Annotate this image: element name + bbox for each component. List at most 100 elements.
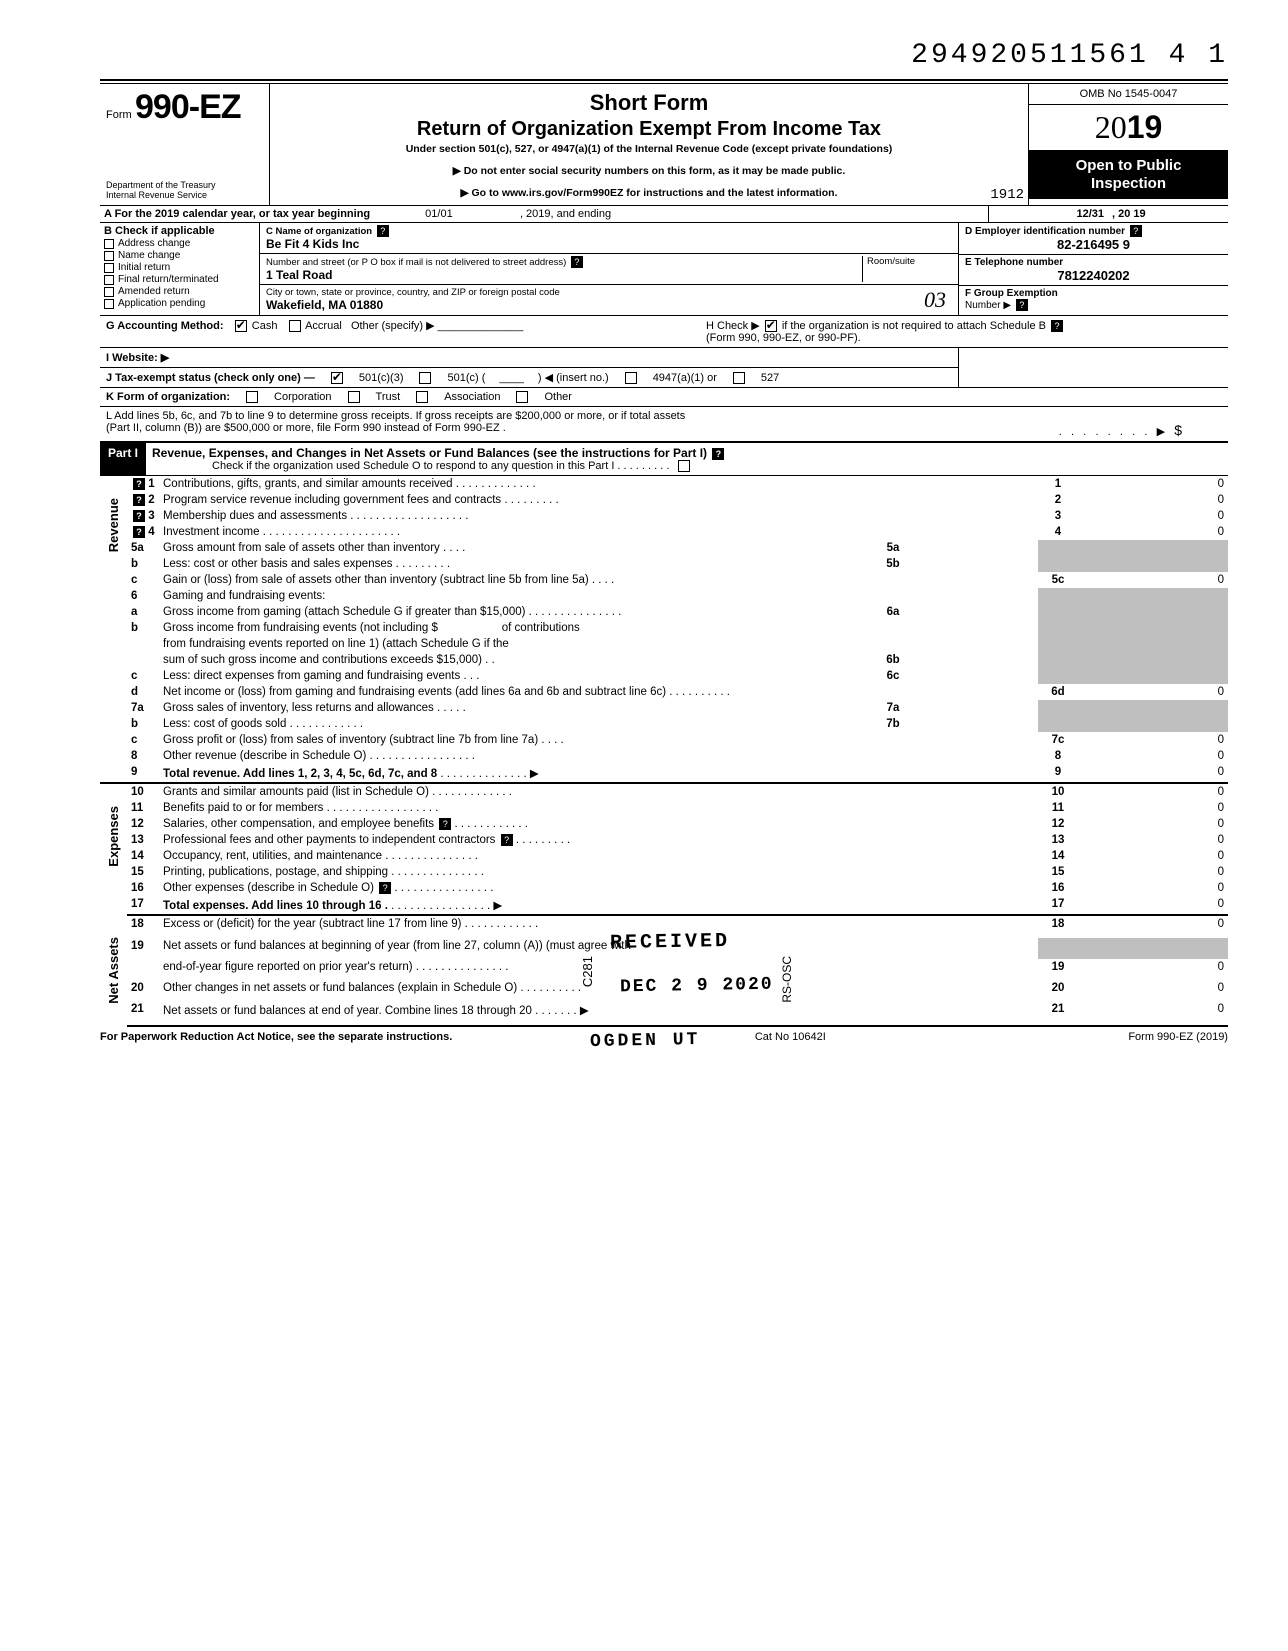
ln-7c-amtno: 7c: [1038, 732, 1078, 748]
sequence-number: 1912: [990, 187, 1024, 203]
ln-7b-no: b: [127, 716, 159, 732]
help-icon[interactable]: ?: [133, 494, 145, 506]
ln-2-val: 0: [1078, 492, 1228, 508]
help-icon[interactable]: ?: [1016, 299, 1028, 311]
lbl-corp: Corporation: [274, 391, 331, 403]
help-icon[interactable]: ?: [133, 510, 145, 522]
chk-h[interactable]: [765, 320, 777, 332]
chk-cash[interactable]: [235, 320, 247, 332]
ln-6c-desc: Less: direct expenses from gaming and fu…: [163, 670, 460, 682]
ln-6c-minino: 6c: [868, 668, 918, 684]
chk-501c[interactable]: [419, 372, 431, 384]
ln-17-no: 17: [127, 896, 159, 915]
chk-name[interactable]: [104, 251, 114, 261]
chk-final[interactable]: [104, 275, 114, 285]
k-label: K Form of organization:: [106, 391, 230, 403]
ln-13-amtno: 13: [1038, 832, 1078, 848]
chk-4947[interactable]: [625, 372, 637, 384]
ln-9-val: 0: [1078, 764, 1228, 783]
ln-10-val: 0: [1078, 783, 1228, 800]
form-header: Form 990-EZ Department of the Treasury I…: [100, 83, 1228, 206]
help-icon[interactable]: ?: [133, 526, 145, 538]
lbl-cash: Cash: [252, 320, 278, 332]
chk-initial[interactable]: [104, 263, 114, 273]
chk-501c3[interactable]: [331, 372, 343, 384]
ssn-warning: ▶ Do not enter social security numbers o…: [280, 165, 1018, 177]
l-arrow: ▶: [1157, 426, 1165, 438]
ln-20-no: 20: [127, 980, 159, 1001]
ln-21-no: 21: [127, 1001, 159, 1026]
year-yy: 19: [1127, 109, 1163, 145]
ln-11-no: 11: [127, 800, 159, 816]
l-dollar: [1174, 426, 1222, 438]
ln-21-arrow: ▶: [580, 1005, 589, 1017]
part-i-tag: Part I: [100, 443, 146, 475]
row-a-end-y: , 20 19: [1112, 208, 1146, 220]
help-icon[interactable]: ?: [712, 448, 724, 460]
lbl-insert: ) ◀ (insert no.): [538, 371, 609, 384]
help-icon[interactable]: ?: [501, 834, 513, 846]
part-i-header: Part I Revenue, Expenses, and Changes in…: [100, 441, 1228, 476]
chk-sched-o[interactable]: [678, 460, 690, 472]
ln-5b-minino: 5b: [868, 556, 918, 572]
row-a-mid: , 2019, and ending: [520, 208, 611, 220]
open-public-1: Open to Public: [1031, 157, 1226, 175]
ln-1-no: 1: [148, 478, 154, 490]
help-icon[interactable]: ?: [439, 818, 451, 830]
lbl-address: Address change: [118, 238, 190, 249]
open-public-2: Inspection: [1031, 175, 1226, 193]
section-revenue: Revenue: [104, 478, 123, 572]
row-a-begin: 01/01: [425, 208, 453, 220]
ln-6b-d3: from fundraising events reported on line…: [159, 636, 1038, 652]
ln-18-no: 18: [127, 915, 159, 937]
ln-17-desc: Total expenses. Add lines 10 through 16 …: [163, 900, 388, 912]
ln-6b-minino: 6b: [868, 652, 918, 668]
help-icon[interactable]: ?: [1051, 320, 1063, 332]
ln-11-val: 0: [1078, 800, 1228, 816]
phone-label: E Telephone number: [965, 257, 1063, 268]
help-icon[interactable]: ?: [133, 478, 145, 490]
ln-12-no: 12: [127, 816, 159, 832]
ln-6d-desc: Net income or (loss) from gaming and fun…: [163, 686, 666, 698]
help-icon[interactable]: ?: [379, 882, 391, 894]
ln-6-desc: Gaming and fundraising events:: [159, 588, 1038, 604]
chk-accrual[interactable]: [289, 320, 301, 332]
ln-11-amtno: 11: [1038, 800, 1078, 816]
row-a-label: A For the 2019 calendar year, or tax yea…: [104, 208, 370, 220]
chk-assoc[interactable]: [416, 391, 428, 403]
ln-2-no: 2: [148, 494, 154, 506]
room-label: Room/suite: [862, 256, 952, 282]
row-l: L Add lines 5b, 6c, and 7b to line 9 to …: [100, 407, 1228, 441]
ln-19-no: 19: [127, 938, 159, 959]
stamp-ogden: OGDEN UT: [590, 1030, 701, 1052]
help-icon[interactable]: ?: [571, 256, 583, 268]
chk-trust[interactable]: [348, 391, 360, 403]
chk-pending[interactable]: [104, 299, 114, 309]
ln-18-amtno: 18: [1038, 915, 1078, 937]
help-icon[interactable]: ?: [1130, 225, 1142, 237]
ln-1-desc: Contributions, gifts, grants, and simila…: [163, 478, 459, 490]
chk-other-org[interactable]: [516, 391, 528, 403]
row-i-website: I Website: ▶: [100, 348, 958, 368]
help-icon[interactable]: ?: [377, 225, 389, 237]
ln-21-val: 0: [1078, 1001, 1228, 1026]
ln-6a-minino: 6a: [868, 604, 918, 620]
ln-4-no: 4: [148, 526, 154, 538]
ln-9-no: 9: [127, 764, 159, 783]
ein-value: 82-216495 9: [965, 237, 1222, 252]
acct-label: G Accounting Method:: [106, 320, 224, 332]
chk-corp[interactable]: [246, 391, 258, 403]
ln-6a-desc: Gross income from gaming (attach Schedul…: [163, 606, 532, 618]
ln-2-amtno: 2: [1038, 492, 1078, 508]
chk-amended[interactable]: [104, 287, 114, 297]
chk-address[interactable]: [104, 239, 114, 249]
name-label: C Name of organization: [266, 226, 372, 237]
chk-527[interactable]: [733, 372, 745, 384]
ln-16-val: 0: [1078, 880, 1228, 896]
ln-13-val: 0: [1078, 832, 1228, 848]
lbl-527: 527: [761, 372, 779, 384]
lbl-pending: Application pending: [118, 298, 205, 309]
group-exemption-label: F Group Exemption: [965, 288, 1058, 299]
ln-12-desc: Salaries, other compensation, and employ…: [163, 818, 434, 830]
ln-17-arrow: ▶: [493, 900, 502, 912]
